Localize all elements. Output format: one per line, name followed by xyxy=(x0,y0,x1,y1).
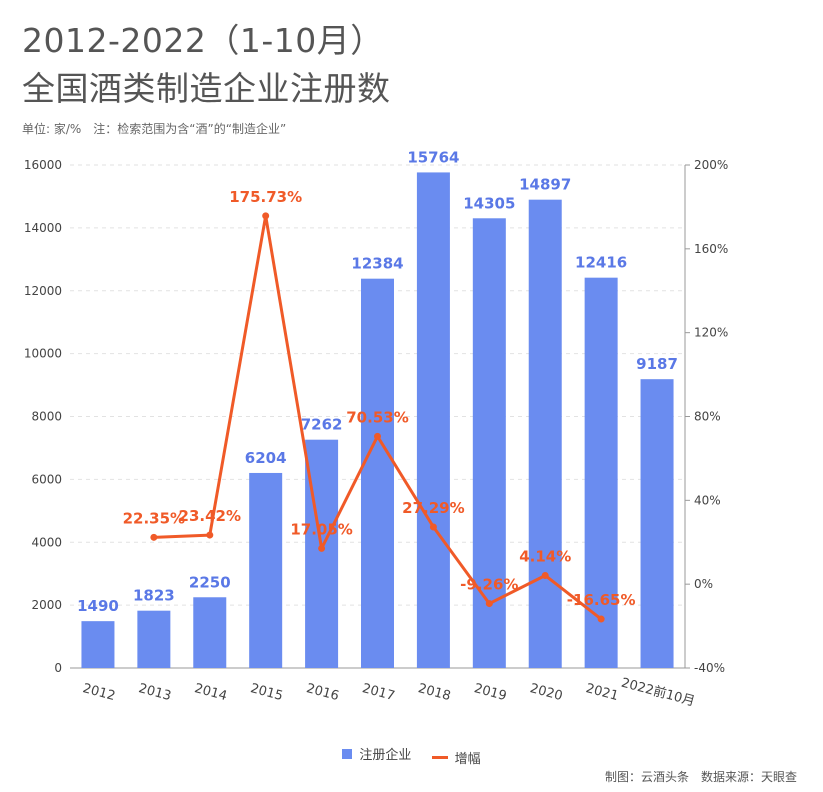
growth-value-label: 175.73% xyxy=(229,188,302,206)
chart-title-line1: 2012-2022（1-10月） xyxy=(22,21,384,60)
growth-point-2020 xyxy=(541,571,549,579)
growth-point-2019 xyxy=(485,600,493,608)
bar-2015 xyxy=(249,472,283,668)
legend-swatch-bar xyxy=(342,748,353,759)
y-left-tick-label: 10000 xyxy=(24,347,62,361)
x-tick-label: 2014 xyxy=(193,681,229,704)
bar-value-label: 7262 xyxy=(301,416,343,434)
growth-value-label: 23.42% xyxy=(179,507,241,525)
bar-2020 xyxy=(528,199,562,668)
y-right-tick-label: 200% xyxy=(694,158,728,172)
growth-value-label: 22.35% xyxy=(123,509,185,527)
growth-value-label: -16.65% xyxy=(567,591,636,609)
bar-value-label: 12384 xyxy=(351,255,403,273)
growth-point-2014 xyxy=(206,531,214,539)
bar-value-label: 9187 xyxy=(636,355,678,373)
x-tick-label: 2019 xyxy=(472,681,508,704)
x-tick-label: 2022前10月 xyxy=(619,675,696,710)
chart-title-line2: 全国酒类制造企业注册数 xyxy=(22,69,391,108)
y-left-tick-label: 14000 xyxy=(24,221,62,235)
x-tick-label: 2013 xyxy=(137,681,173,704)
growth-point-2013 xyxy=(150,533,158,541)
growth-point-2018 xyxy=(429,523,437,531)
bar-value-label: 6204 xyxy=(245,449,287,467)
bar-2022前10月 xyxy=(640,379,674,668)
y-right-tick-label: 0% xyxy=(694,577,713,591)
legend-swatch-line xyxy=(431,755,448,759)
y-right-tick-label: -40% xyxy=(694,661,725,675)
growth-value-label: 17.05% xyxy=(290,520,352,538)
growth-value-label: 4.14% xyxy=(519,547,571,565)
x-tick-label: 2015 xyxy=(249,681,285,704)
growth-value-label: 27.29% xyxy=(402,499,464,517)
chart-legend: 注册企业 增幅 xyxy=(0,744,823,767)
bar-value-label: 1490 xyxy=(77,597,119,615)
legend-item-bar: 注册企业 xyxy=(342,744,411,763)
growth-point-2021 xyxy=(597,615,605,623)
bar-2014 xyxy=(193,597,227,668)
x-tick-label: 2016 xyxy=(305,681,341,704)
bar-2012 xyxy=(81,621,115,668)
combo-chart: 0 2000 4000 6000 8000 10000 12000 14000 16000 -40… xyxy=(24,148,729,710)
bar-value-label: 14897 xyxy=(519,176,571,194)
bar-2021 xyxy=(584,277,618,668)
y-left-tick-label: 8000 xyxy=(31,410,62,424)
y-right-tick-label: 120% xyxy=(694,326,728,340)
growth-point-2015 xyxy=(262,212,270,220)
bar-2017 xyxy=(361,278,394,668)
growth-value-label: 70.53% xyxy=(346,408,408,426)
chart-credit: 制图：云酒头条 数据来源：天眼查 xyxy=(604,770,797,784)
x-tick-label: 2021 xyxy=(584,681,620,704)
legend-label-bar: 注册企业 xyxy=(359,748,412,763)
y-left-tick-label: 2000 xyxy=(31,598,62,612)
x-tick-label: 2017 xyxy=(360,681,396,704)
y-left-tick-label: 6000 xyxy=(31,472,62,486)
y-right-tick-label: 160% xyxy=(694,242,728,256)
bar-value-label: 12416 xyxy=(575,254,627,272)
bar-value-label: 15764 xyxy=(407,148,459,166)
bar-2019 xyxy=(472,218,506,668)
y-right-tick-label: 80% xyxy=(694,410,721,424)
legend-label-line: 增幅 xyxy=(454,751,481,767)
y-left-tick-label: 16000 xyxy=(24,158,62,172)
growth-value-label: -9.26% xyxy=(460,576,518,594)
y-left-tick-label: 4000 xyxy=(31,535,62,549)
bar-value-label: 14305 xyxy=(463,194,515,212)
x-tick-label: 2020 xyxy=(528,681,564,704)
legend-item-line: 增幅 xyxy=(431,748,481,767)
y-right-tick-label: 40% xyxy=(694,493,721,507)
growth-point-2016 xyxy=(318,544,326,552)
growth-point-2017 xyxy=(374,432,381,440)
bar-value-label: 2250 xyxy=(189,573,231,591)
x-tick-label: 2012 xyxy=(81,681,117,704)
bar-2018 xyxy=(416,172,450,668)
bar-2013 xyxy=(137,610,171,668)
x-tick-label: 2018 xyxy=(416,681,452,704)
chart-subtitle: 单位: 家/% 注：检索范围为含“酒”的“制造企业” xyxy=(22,122,287,136)
y-left-tick-label: 12000 xyxy=(24,284,62,298)
bar-value-label: 1823 xyxy=(133,587,175,605)
y-left-tick-label: 0 xyxy=(54,661,62,675)
